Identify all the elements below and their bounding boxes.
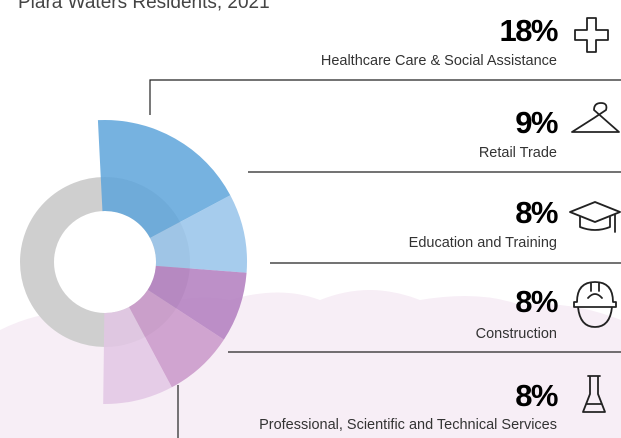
category-label: Education and Training [409, 235, 557, 251]
chart-title: Piara Waters Residents, 2021 [18, 0, 270, 13]
percent-label: 8% [515, 284, 558, 319]
percent-label: 9% [515, 105, 558, 140]
category-label: Retail Trade [479, 145, 557, 161]
percent-label: 8% [515, 378, 558, 413]
health-icon [575, 18, 608, 52]
category-label: Professional, Scientific and Technical S… [259, 417, 557, 433]
category-label: Healthcare Care & Social Assistance [321, 53, 557, 69]
hanger-icon [572, 103, 619, 132]
percent-label: 8% [515, 195, 558, 230]
percent-label: 18% [499, 13, 557, 48]
education-icon [570, 202, 620, 232]
infographic: Piara Waters Residents, 2021 18% Healthca… [0, 0, 621, 438]
category-label: Construction [476, 326, 557, 342]
